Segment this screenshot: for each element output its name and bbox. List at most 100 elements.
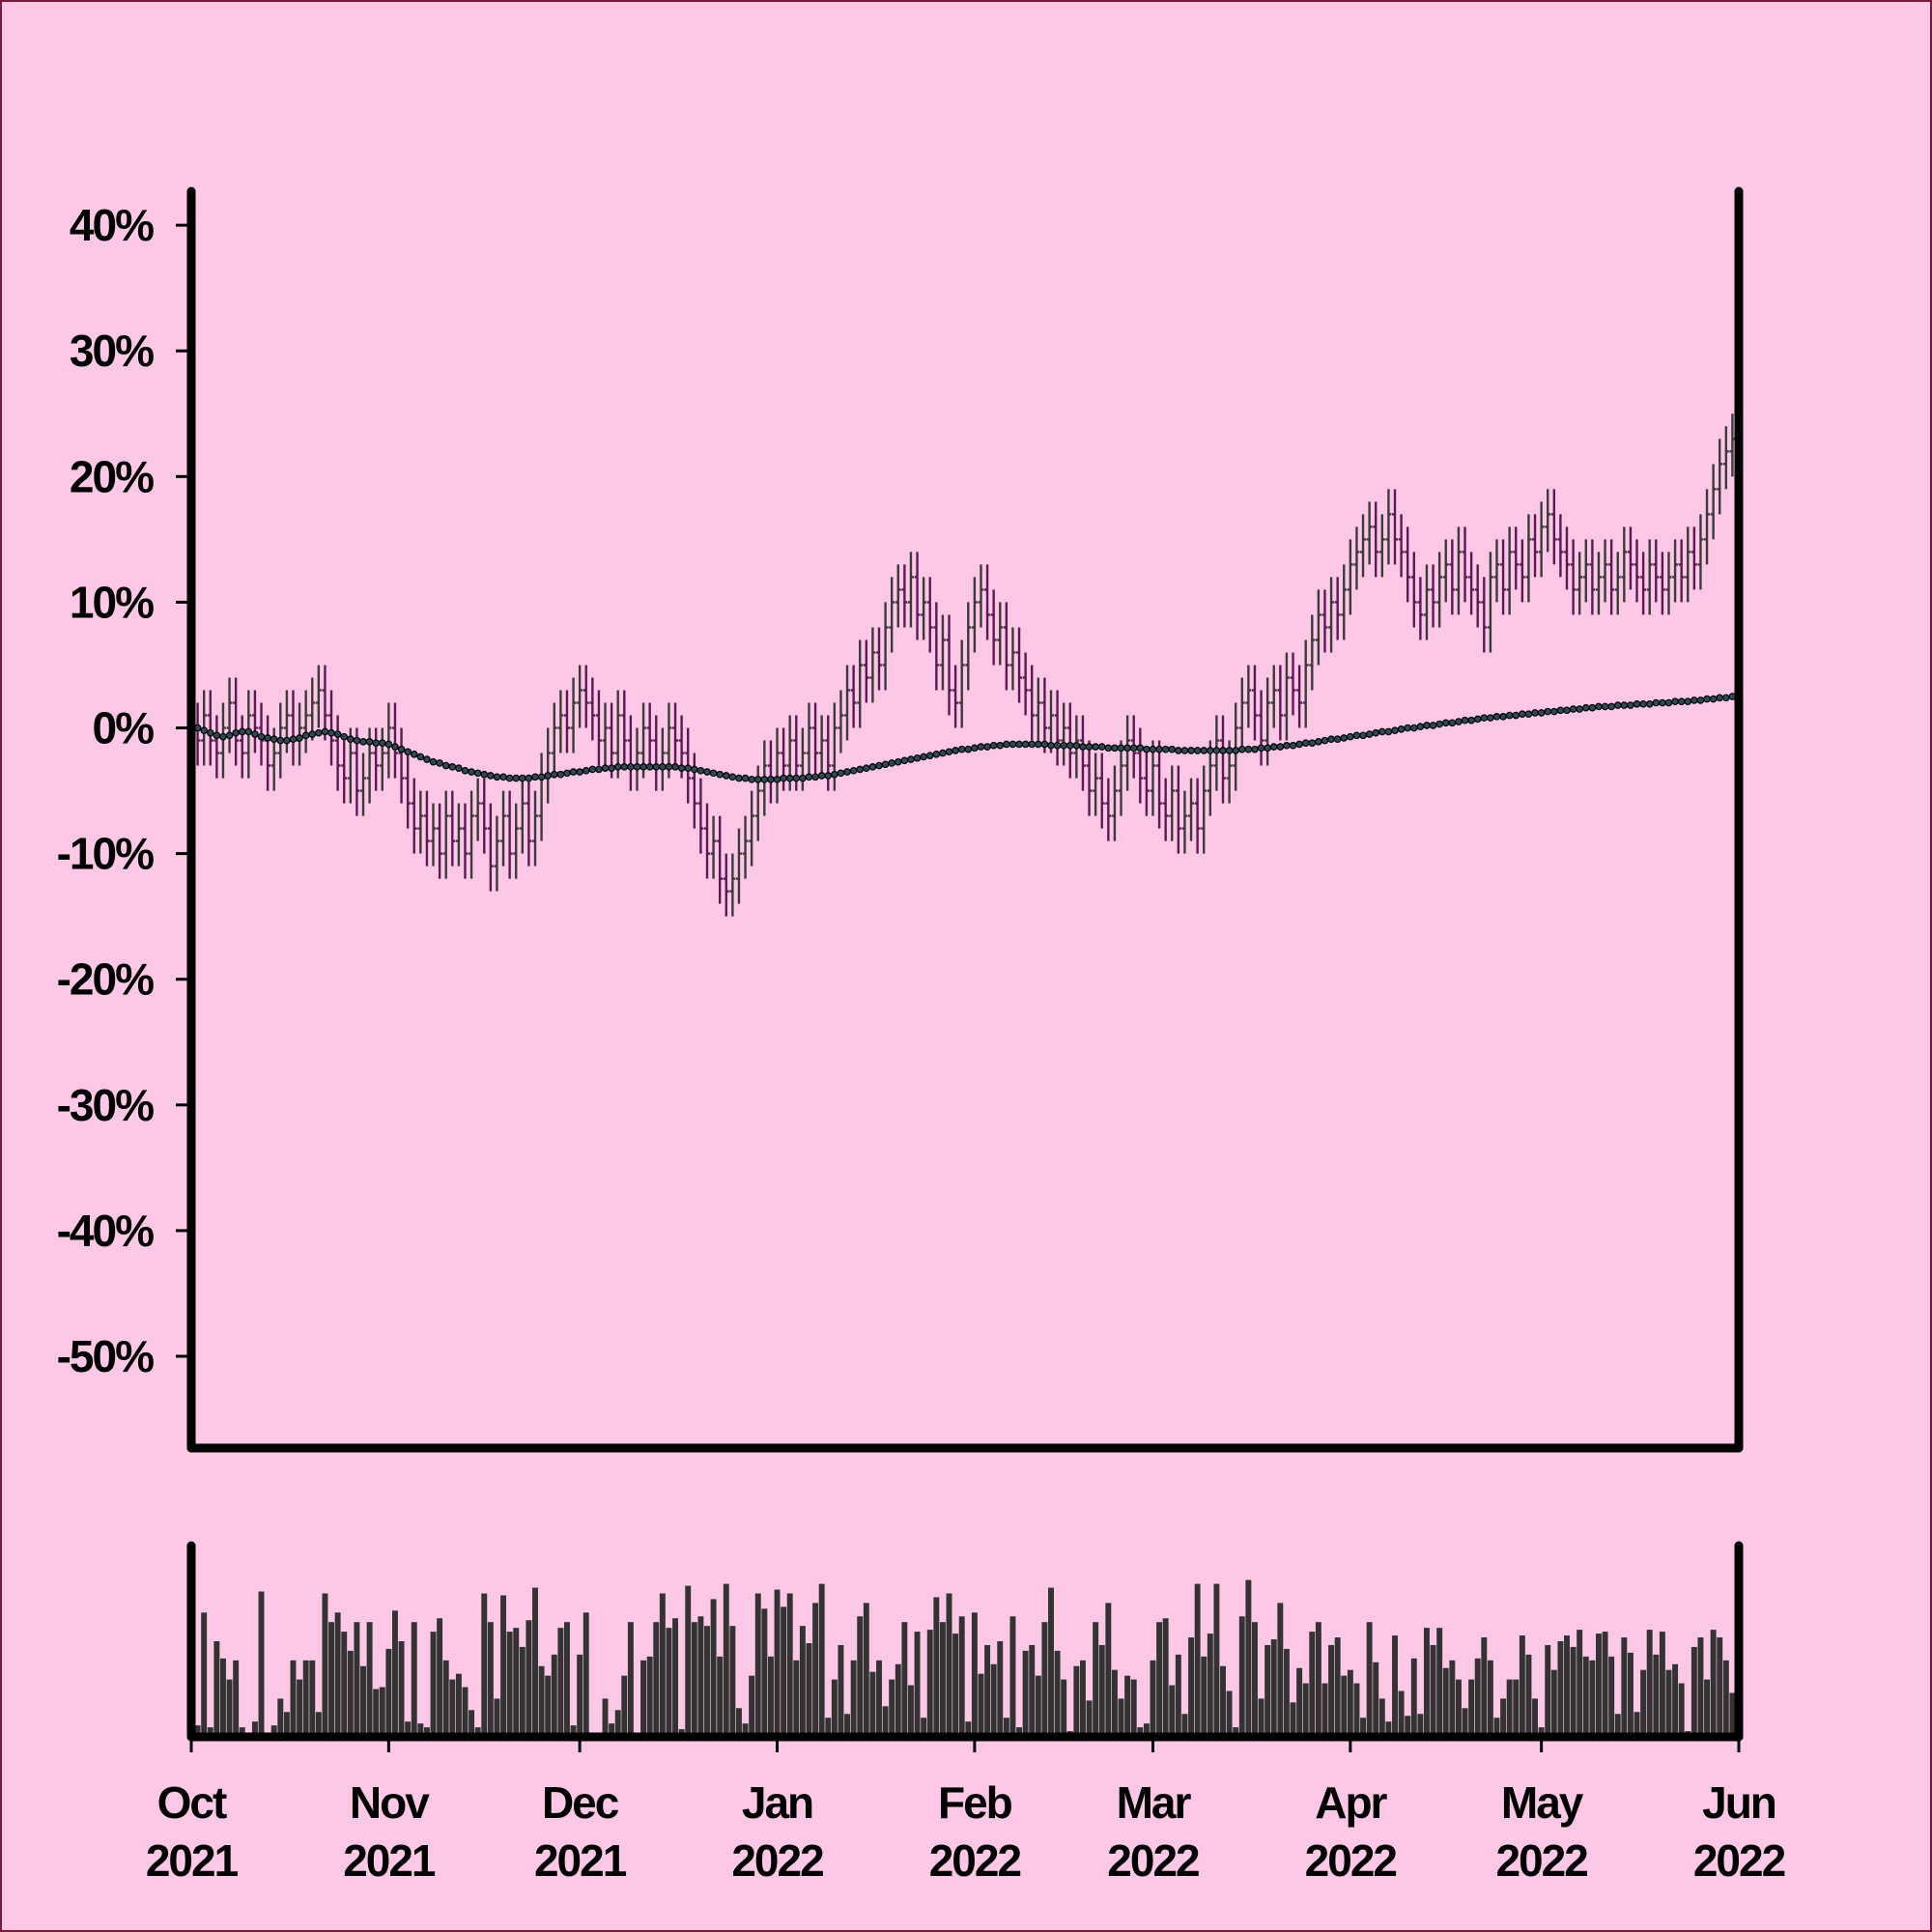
ma-point (264, 734, 271, 742)
volume-bar (1321, 1683, 1328, 1737)
ma-point (691, 765, 698, 774)
volume-bar (379, 1687, 385, 1737)
ma-point (276, 736, 285, 745)
volume-bar (1704, 1679, 1711, 1737)
ma-point (1423, 722, 1431, 729)
volume-bar (1532, 1698, 1539, 1737)
ma-point (1455, 718, 1463, 725)
ma-point (468, 768, 475, 776)
ma-point (333, 730, 342, 738)
ma-point (576, 768, 583, 776)
volume-bar (481, 1593, 488, 1737)
ma-point (1467, 716, 1475, 724)
ma-point (957, 745, 966, 753)
ma-point (213, 731, 221, 740)
ma-point (1168, 745, 1177, 753)
x-tick-label: Feb 2022 (929, 1777, 1021, 1886)
volume-bar (1054, 1650, 1061, 1737)
x-tick-label: Nov 2021 (343, 1777, 436, 1886)
x-tick-label: Oct 2021 (146, 1777, 239, 1886)
ma-point (1283, 741, 1291, 750)
ma-point (544, 772, 552, 780)
ma-point (225, 731, 234, 740)
volume-bar (614, 1710, 621, 1737)
volume-bar (1690, 1646, 1697, 1737)
ma-point (519, 774, 526, 782)
volume-bar (1111, 1669, 1118, 1737)
volume-bar (1175, 1654, 1181, 1737)
volume-bar (1264, 1644, 1271, 1737)
price-panel (187, 413, 1737, 917)
volume-bar (946, 1593, 952, 1737)
ma-point (1671, 697, 1679, 706)
ma-point (1703, 695, 1711, 703)
volume-bar (754, 1593, 761, 1737)
ma-point (817, 772, 826, 780)
ma-point (888, 759, 895, 767)
ma-point (659, 763, 667, 771)
ma-point (1111, 744, 1119, 753)
volume-bar (1181, 1714, 1188, 1737)
ma-point (1315, 738, 1322, 746)
volume-bar (882, 1706, 889, 1737)
volume-bar (1398, 1690, 1405, 1737)
ma-point (1435, 720, 1443, 728)
volume-bar (354, 1622, 360, 1737)
y-tick-label: -40% (57, 1206, 154, 1256)
ma-point (748, 776, 755, 783)
volume-bar (1678, 1683, 1685, 1737)
ma-point (799, 774, 807, 782)
volume-bar (1608, 1656, 1615, 1737)
ma-point (1531, 709, 1539, 717)
ma-point (1340, 734, 1349, 742)
volume-bar (697, 1616, 704, 1737)
volume-bar (417, 1723, 424, 1737)
ma-point (760, 776, 769, 783)
ma-point (296, 734, 303, 742)
volume-bar (876, 1660, 882, 1737)
ma-point (1219, 747, 1227, 754)
ma-point (1384, 727, 1393, 736)
ma-point (639, 763, 647, 771)
ma-point (1404, 724, 1411, 732)
volume-bar (984, 1644, 991, 1737)
ma-point (1040, 740, 1049, 749)
volume-bar (857, 1616, 864, 1737)
ma-point (1620, 701, 1629, 709)
ma-point (741, 774, 750, 782)
ma-point (996, 741, 1005, 750)
volume-bar (487, 1622, 494, 1737)
volume-bar (213, 1641, 220, 1737)
volume-bar (373, 1689, 380, 1737)
volume-bar (194, 1725, 201, 1737)
ma-point (620, 763, 629, 771)
volume-bar (1022, 1650, 1029, 1737)
ma-point (1212, 747, 1221, 754)
volume-bar (302, 1660, 309, 1737)
ma-point (423, 755, 431, 763)
volume-bar (201, 1612, 208, 1737)
ma-point (359, 738, 367, 746)
volume-bar (532, 1587, 538, 1737)
volume-bar (1474, 1658, 1481, 1737)
ma-point (1537, 709, 1546, 717)
volume-bar (838, 1644, 844, 1737)
volume-bar (251, 1721, 258, 1737)
volume-bar (1659, 1632, 1665, 1737)
volume-bar (666, 1628, 672, 1737)
volume-bar (1283, 1648, 1290, 1737)
volume-bar (1550, 1669, 1557, 1737)
ma-point (1391, 726, 1399, 734)
volume-bar (806, 1642, 812, 1737)
ma-point (537, 773, 546, 781)
volume-bar (1614, 1714, 1621, 1737)
volume-bar (1048, 1587, 1054, 1737)
volume-bar (1061, 1679, 1067, 1737)
volume-bar (1162, 1618, 1169, 1737)
volume-bar (1201, 1656, 1208, 1737)
ma-point (767, 776, 775, 783)
ma-point (436, 759, 443, 767)
volume-bar (704, 1626, 710, 1737)
ma-point (1664, 698, 1673, 707)
